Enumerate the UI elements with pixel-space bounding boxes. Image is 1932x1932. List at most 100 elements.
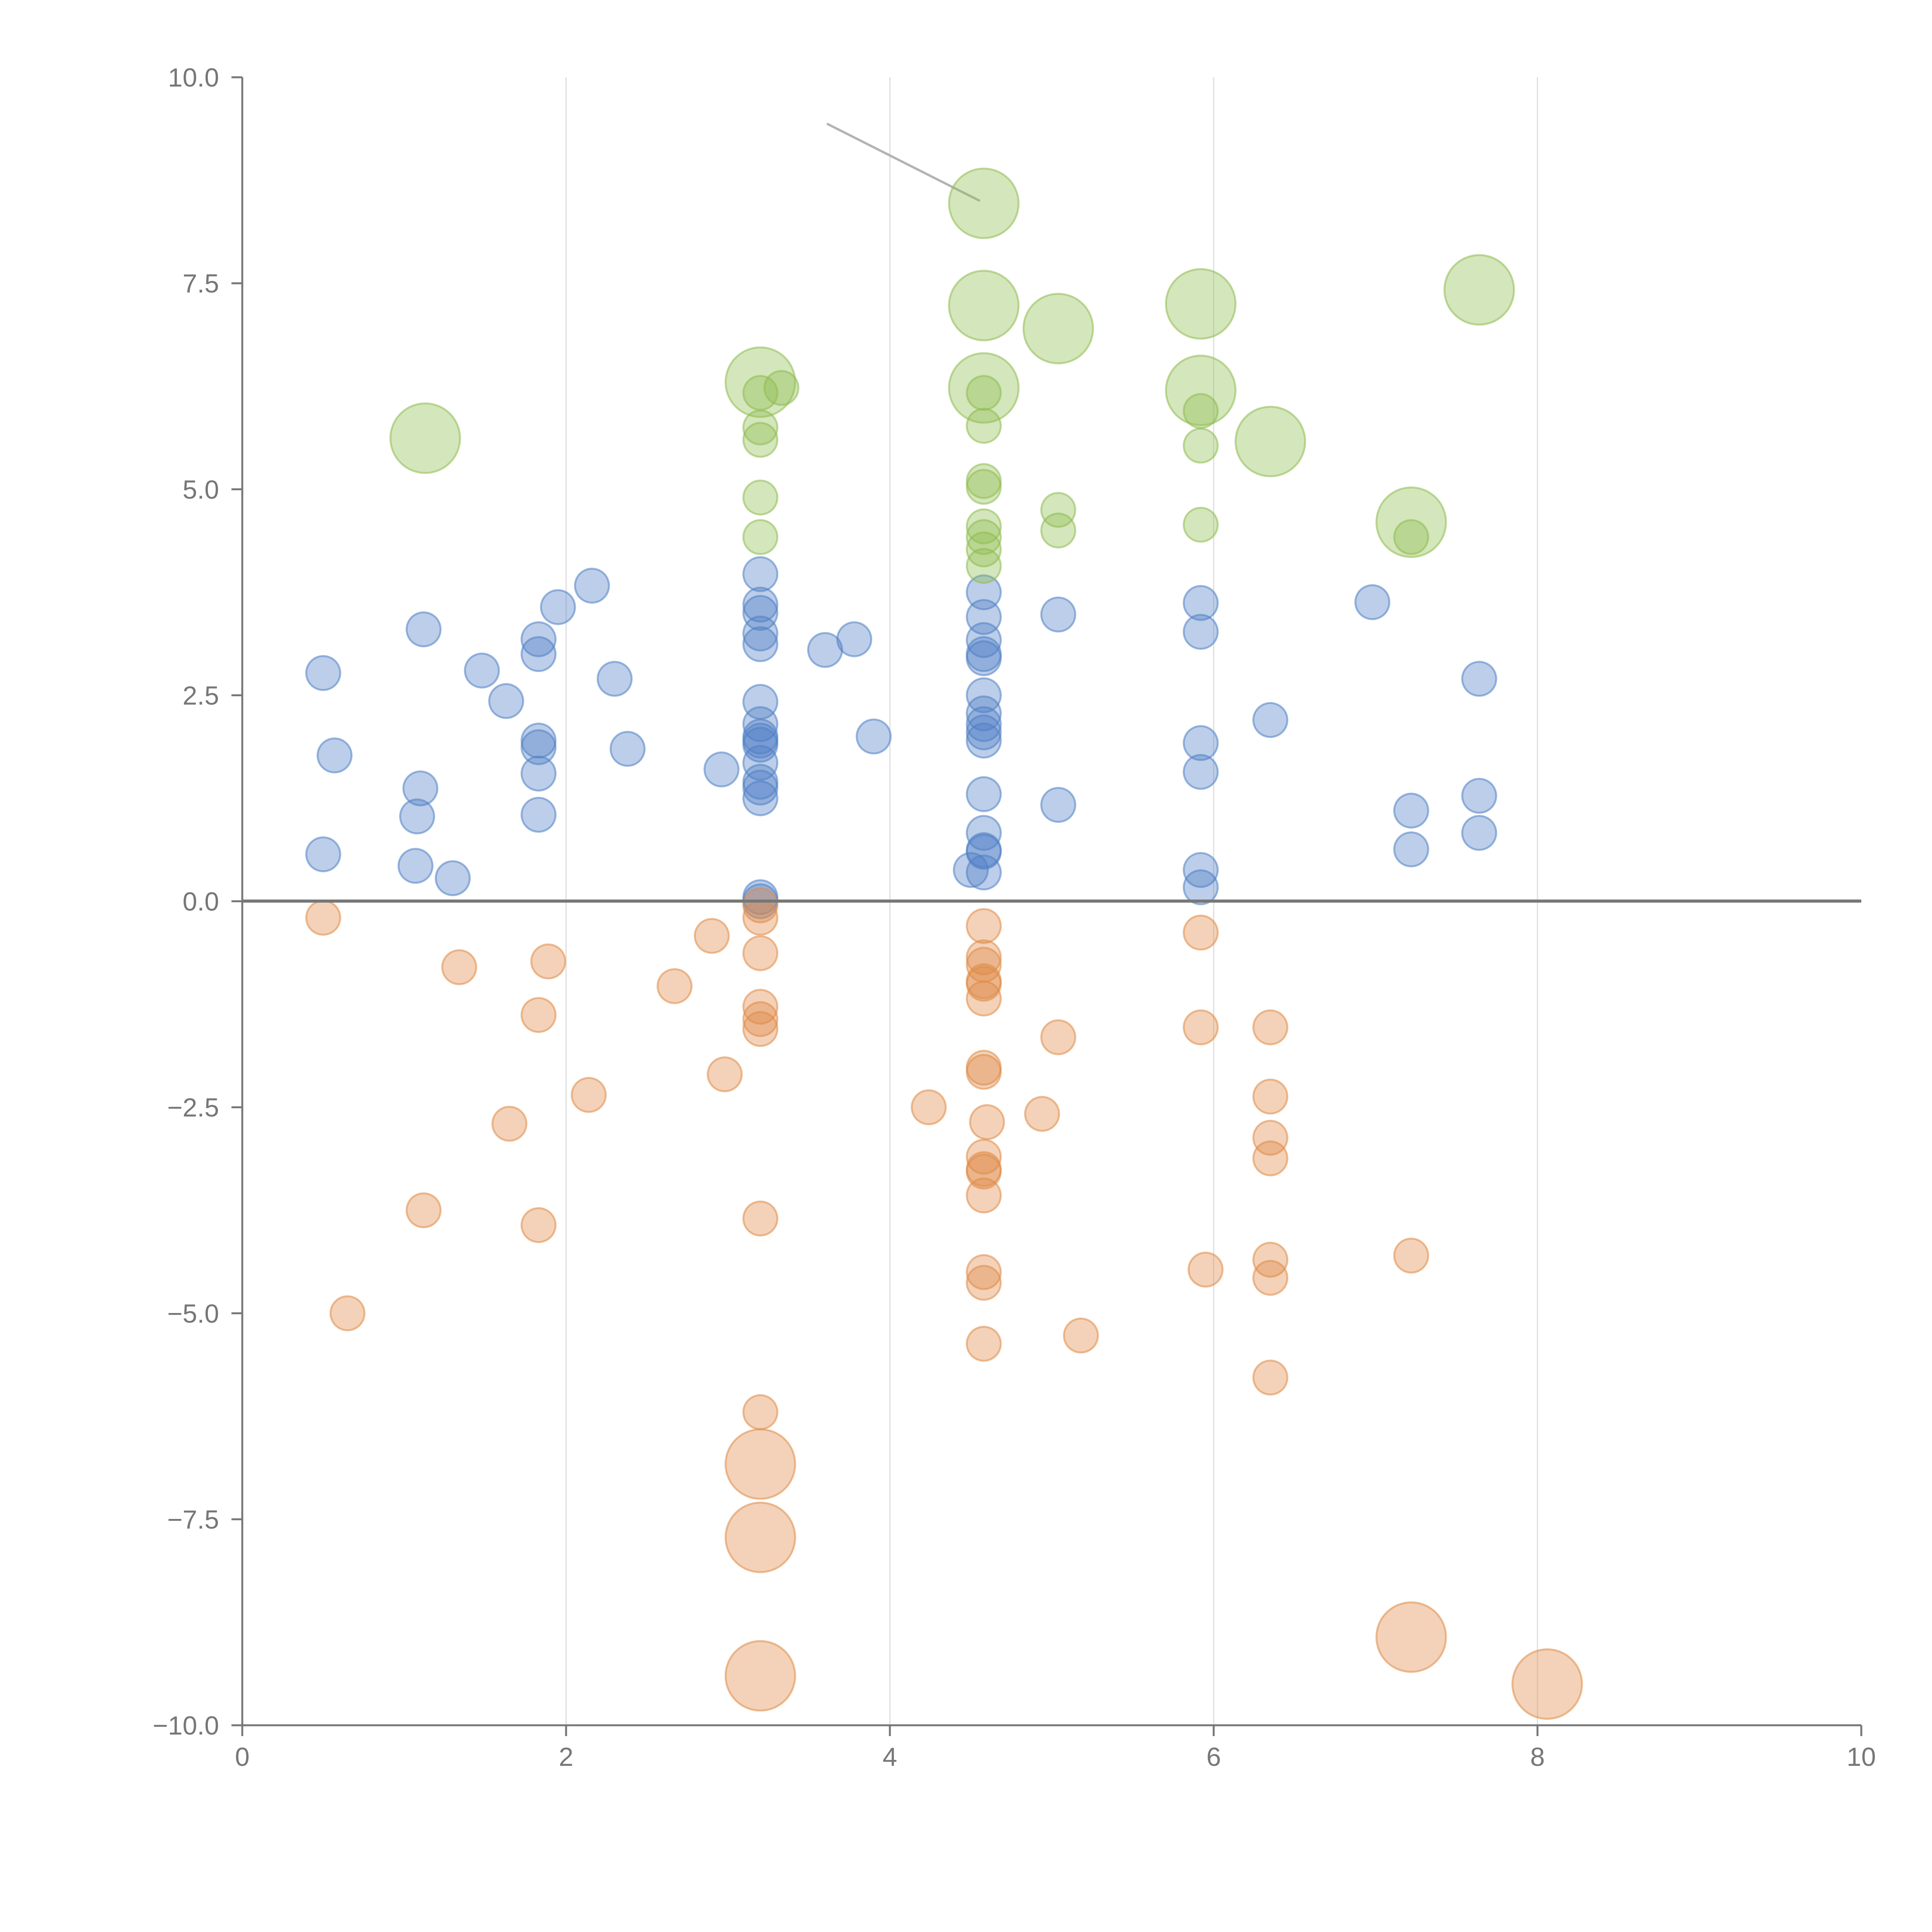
data-point-negative bbox=[1252, 1140, 1289, 1177]
data-point-negative bbox=[969, 1104, 1005, 1140]
data-point-negative bbox=[966, 908, 1002, 944]
data-point-positive bbox=[742, 587, 779, 623]
data-point-high bbox=[763, 370, 799, 406]
callout-lines bbox=[826, 122, 981, 202]
data-point-positive bbox=[399, 798, 435, 835]
data-point-positive bbox=[742, 556, 779, 592]
data-point-positive bbox=[316, 737, 353, 774]
data-point-positive bbox=[540, 589, 576, 625]
series-high bbox=[389, 167, 1515, 584]
data-point-negative bbox=[1024, 1096, 1060, 1132]
y-axis-ticks: 10.0 7.5 5.0 2.5 0.0 −2.5 −5.0 −7.5 −10.0 bbox=[153, 63, 242, 1740]
data-point-negative bbox=[305, 900, 341, 936]
data-point-negative bbox=[707, 1056, 743, 1092]
data-point-positive bbox=[520, 797, 557, 833]
data-point-negative bbox=[1040, 1019, 1077, 1055]
data-point-positive bbox=[966, 640, 1002, 676]
data-point-negative bbox=[405, 1192, 442, 1228]
y-tick-label: −5.0 bbox=[167, 1299, 219, 1328]
data-point-negative bbox=[911, 1089, 947, 1126]
data-point-negative bbox=[966, 1326, 1002, 1362]
data-point-negative bbox=[742, 1001, 779, 1037]
data-point-high bbox=[1443, 254, 1515, 326]
data-point-high bbox=[1393, 519, 1429, 555]
data-point-positive bbox=[966, 677, 1002, 713]
data-point-high bbox=[966, 469, 1002, 505]
data-point-negative bbox=[966, 1139, 1002, 1175]
y-tick-label: 10.0 bbox=[168, 63, 219, 92]
data-point-negative bbox=[966, 966, 1002, 1002]
data-point-high bbox=[966, 408, 1002, 444]
data-point-negative bbox=[1252, 1260, 1289, 1296]
data-point-negative bbox=[1252, 1078, 1289, 1115]
data-point-positive bbox=[1182, 754, 1219, 790]
data-point-negative bbox=[742, 887, 779, 923]
data-point-negative bbox=[1187, 1252, 1224, 1288]
data-point-positive bbox=[966, 834, 1002, 870]
callout-line bbox=[826, 122, 981, 202]
x-tick-label: 8 bbox=[1530, 1742, 1545, 1772]
data-point-positive bbox=[966, 695, 1002, 731]
data-point-high bbox=[1040, 492, 1077, 528]
data-point-negative bbox=[1182, 1009, 1219, 1046]
data-point-negative bbox=[724, 1640, 796, 1712]
data-point-negative bbox=[742, 935, 779, 971]
data-point-positive bbox=[1040, 596, 1077, 633]
data-point-positive bbox=[1040, 787, 1077, 823]
data-point-positive bbox=[742, 780, 779, 816]
data-point-negative bbox=[1252, 1242, 1289, 1278]
data-point-positive bbox=[742, 726, 779, 763]
y-tick-label: 5.0 bbox=[182, 475, 219, 504]
data-point-negative bbox=[1252, 1120, 1289, 1156]
data-point-positive bbox=[1393, 793, 1429, 829]
data-point-negative bbox=[966, 1254, 1002, 1290]
data-point-positive bbox=[1393, 831, 1429, 867]
data-point-positive bbox=[742, 745, 779, 781]
data-point-positive bbox=[742, 769, 779, 806]
data-point-high bbox=[1182, 393, 1219, 429]
data-point-negative bbox=[329, 1295, 366, 1332]
data-point-negative bbox=[530, 943, 566, 980]
series-negative bbox=[305, 887, 1583, 1720]
data-point-positive bbox=[966, 723, 1002, 759]
data-point-negative bbox=[1511, 1648, 1583, 1720]
data-point-positive bbox=[397, 848, 434, 884]
data-point-negative bbox=[1252, 1359, 1289, 1396]
x-tick-label: 2 bbox=[559, 1742, 573, 1772]
data-point-high bbox=[1040, 512, 1077, 549]
data-point-high bbox=[389, 402, 461, 474]
data-point-negative bbox=[742, 1011, 779, 1047]
data-point-positive bbox=[1182, 585, 1219, 621]
x-tick-label: 4 bbox=[883, 1742, 897, 1772]
data-point-positive bbox=[1182, 869, 1219, 905]
data-point-positive bbox=[520, 621, 557, 657]
data-point-high bbox=[724, 346, 796, 418]
data-point-positive bbox=[1182, 614, 1219, 650]
data-point-negative bbox=[656, 968, 693, 1004]
data-point-high bbox=[948, 352, 1020, 424]
data-point-positive bbox=[966, 776, 1002, 812]
x-axis-ticks: 0 2 4 6 8 10 bbox=[235, 1725, 1876, 1772]
data-point-negative bbox=[1182, 915, 1219, 951]
data-point-high bbox=[742, 519, 779, 555]
data-point-negative bbox=[694, 918, 730, 954]
y-tick-label: −10.0 bbox=[153, 1711, 219, 1740]
data-point-positive bbox=[520, 755, 557, 792]
data-point-negative bbox=[571, 1077, 607, 1113]
y-tick-label: −2.5 bbox=[167, 1093, 219, 1122]
data-point-high bbox=[742, 422, 779, 458]
data-point-positive bbox=[305, 655, 341, 691]
data-point-positive bbox=[1182, 725, 1219, 761]
data-point-positive bbox=[966, 854, 1002, 891]
data-point-negative bbox=[742, 1394, 779, 1430]
data-point-positive bbox=[1252, 702, 1289, 738]
data-point-negative bbox=[724, 1428, 796, 1500]
y-tick-label: −7.5 bbox=[167, 1505, 219, 1534]
data-point-positive bbox=[520, 636, 557, 672]
data-point-positive bbox=[1461, 815, 1497, 851]
x-tick-label: 0 bbox=[235, 1742, 250, 1772]
data-point-negative bbox=[520, 997, 557, 1033]
data-point-negative bbox=[966, 980, 1002, 1017]
data-point-positive bbox=[488, 683, 524, 719]
